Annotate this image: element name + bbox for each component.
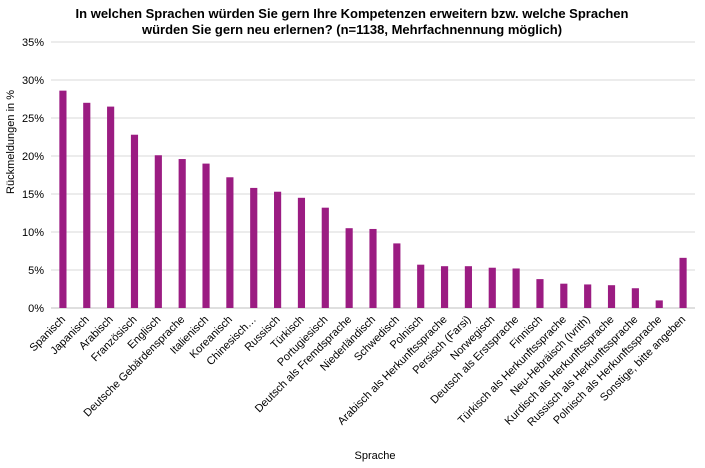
bar — [560, 283, 568, 308]
bar — [83, 102, 91, 308]
bar — [226, 177, 234, 308]
x-axis-label: Sprache — [355, 450, 396, 462]
bar — [154, 155, 162, 308]
bar — [393, 243, 401, 308]
bar — [679, 257, 687, 308]
bar — [202, 163, 210, 308]
bar — [130, 134, 139, 308]
y-tick-label: 15% — [22, 189, 44, 201]
bars — [59, 90, 687, 308]
y-tick-label: 30% — [22, 75, 44, 87]
bar — [274, 191, 282, 308]
y-tick-label: 35% — [22, 37, 44, 49]
bar — [440, 266, 449, 308]
chart-title-line-2: würden Sie gern neu erlernen? (n=1138, M… — [141, 22, 562, 37]
y-tick-label: 25% — [22, 113, 44, 125]
chart-title-line-1: In welchen Sprachen würden Sie gern Ihre… — [76, 6, 629, 21]
bar — [369, 228, 377, 308]
x-axis-categories: SpanischJapanischArabischFranzösischEngl… — [28, 314, 689, 429]
bar — [297, 197, 306, 308]
y-axis-ticks: 0% 5% 10% 15% 20% 25% 30% 35% — [22, 37, 44, 315]
bar — [417, 264, 425, 308]
bar — [107, 106, 115, 308]
bar — [178, 159, 186, 308]
y-tick-label: 5% — [28, 265, 44, 277]
bar — [488, 267, 496, 308]
bar — [631, 288, 639, 308]
bar — [607, 285, 616, 308]
bar — [345, 228, 353, 308]
y-tick-label: 0% — [28, 303, 44, 315]
bar — [464, 266, 472, 308]
y-tick-label: 20% — [22, 151, 44, 163]
bar — [512, 268, 520, 308]
bar — [321, 207, 329, 308]
bar — [250, 187, 258, 308]
bar — [536, 279, 544, 308]
bar — [655, 300, 663, 308]
y-axis-label: Rückmeldungen in % — [5, 90, 17, 194]
bar — [59, 90, 67, 308]
bar — [584, 284, 592, 308]
y-tick-label: 10% — [22, 227, 44, 239]
